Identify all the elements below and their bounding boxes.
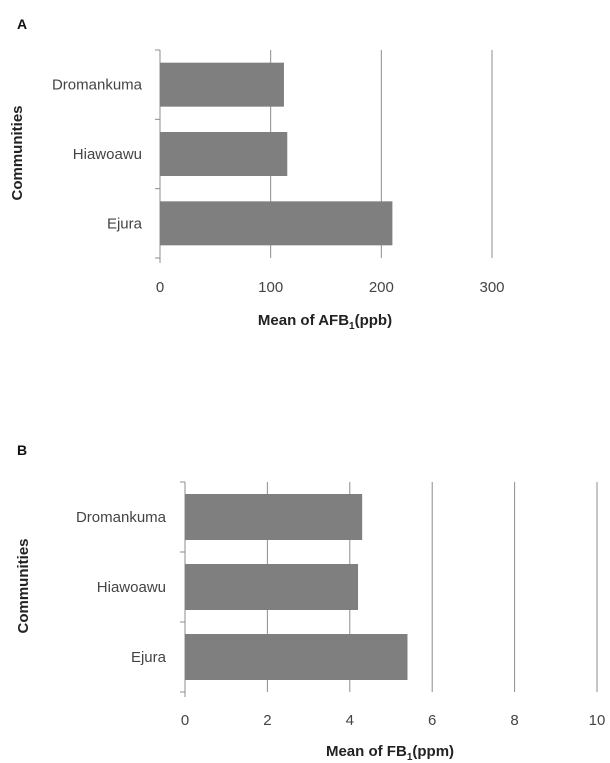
chart-a-y-axis-title: Communities (9, 105, 26, 200)
chart-a-x-tick-label: 300 (479, 279, 504, 296)
chart-a-category-label: Hiawoawu (73, 146, 142, 163)
chart-a-category-label: Ejura (107, 215, 143, 232)
chart-a-x-tick-label: 100 (258, 279, 283, 296)
chart-a-bar-ejura (160, 201, 393, 246)
panel-a-letter: A (17, 16, 28, 32)
chart-a-x-tick-label: 200 (369, 279, 394, 296)
chart-a-bar-hiawoawu (160, 132, 288, 176)
panel-b-letter: B (17, 442, 28, 458)
chart-a-x-axis-title: Mean of AFB1(ppb) (258, 312, 392, 332)
chart-a-bar-dromankuma (160, 62, 284, 107)
chart-a-category-label: Dromankuma (52, 77, 143, 94)
chart-a-x-tick-label: 0 (156, 279, 164, 296)
